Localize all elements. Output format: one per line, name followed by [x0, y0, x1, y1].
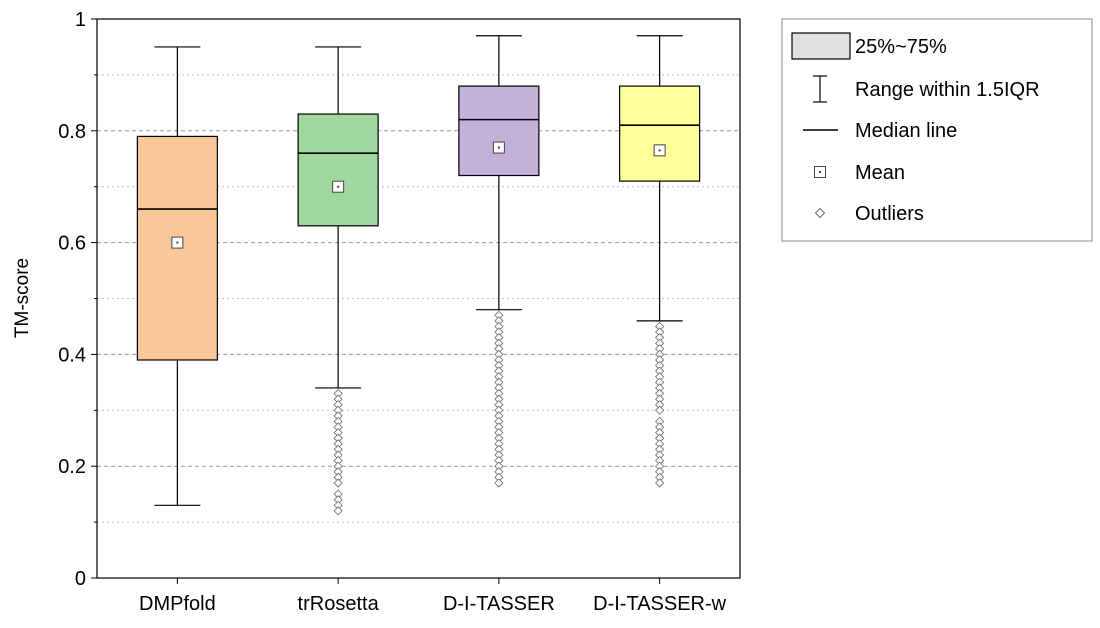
outlier-point	[333, 478, 343, 488]
iqr-box	[458, 85, 540, 177]
y-tick-label: 0.2	[58, 456, 86, 478]
legend-label: Median line	[855, 120, 957, 142]
box-d-i-tasser	[458, 35, 540, 488]
iqr-box	[619, 85, 701, 182]
legend-label: 25%~75%	[855, 36, 947, 58]
y-tick-label: 0.8	[58, 121, 86, 143]
legend-label: Range within 1.5IQR	[855, 79, 1040, 101]
legend-box-swatch	[791, 32, 851, 60]
mean-marker-dot	[497, 146, 500, 149]
legend: 25%~75% Range within 1.5IQR Median line Mea…	[781, 18, 1093, 242]
outlier-point	[654, 478, 665, 488]
box-trrosetta	[297, 46, 379, 516]
iqr-box	[297, 113, 379, 227]
legend-mean-dot	[819, 171, 821, 173]
y-tick-label: 0.6	[58, 233, 86, 255]
outlier-point	[333, 506, 343, 516]
box-d-i-tasser-w	[619, 35, 701, 488]
outlier-point	[494, 478, 504, 488]
legend-outlier-icon	[814, 207, 826, 219]
box-dmpfold	[136, 46, 218, 506]
boxes	[136, 35, 701, 516]
x-axis: DMPfold trRosetta D-I-TASSER D-I-TASSER-w	[139, 578, 727, 615]
y-axis: 0 0.2 0.4 0.6 0.8 1	[58, 9, 97, 590]
x-tick-label: D-I-TASSER	[443, 593, 555, 615]
legend-label: Outliers	[855, 203, 924, 225]
mean-marker-dot	[337, 185, 340, 188]
x-tick-label: D-I-TASSER-w	[593, 593, 727, 615]
x-tick-label: DMPfold	[139, 593, 216, 615]
mean-marker-dot	[176, 241, 179, 244]
legend-label: Mean	[855, 162, 905, 184]
x-tick-label: trRosetta	[298, 593, 380, 615]
y-tick-label: 0	[75, 568, 86, 590]
y-tick-label: 0.4	[58, 344, 86, 366]
mean-marker-dot	[658, 149, 661, 152]
y-axis-label: TM-score	[12, 258, 33, 338]
y-tick-label: 1	[75, 9, 86, 31]
outlier-point	[654, 405, 665, 415]
